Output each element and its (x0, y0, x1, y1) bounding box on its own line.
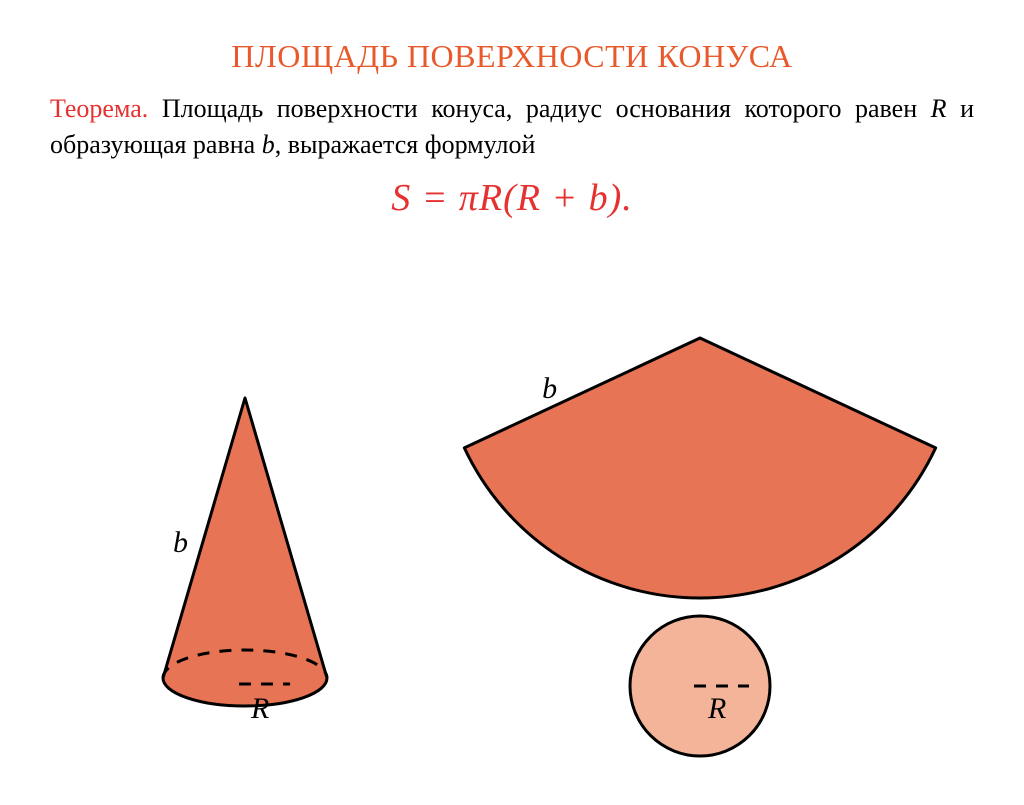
theorem-label: Теорема. (50, 94, 148, 123)
diagram-svg: b Rb R (0, 318, 1024, 798)
var-b: b (262, 130, 275, 159)
theorem-text: Теорема. Площадь поверхности конуса, рад… (50, 91, 974, 164)
svg-text:R: R (707, 692, 726, 725)
svg-text:R: R (250, 692, 269, 725)
var-R: R (931, 94, 947, 123)
theorem-part3: , выражается формулой (275, 130, 536, 159)
svg-text:b: b (173, 526, 188, 559)
page-title: ПЛОЩАДЬ ПОВЕРХНОСТИ КОНУСА (0, 38, 1024, 75)
theorem-part1: Площадь поверхности конуса, радиус основ… (148, 94, 930, 123)
svg-text:b: b (542, 372, 557, 405)
diagrams-container: b Rb R (0, 318, 1024, 798)
formula: S = πR(R + b). (0, 176, 1024, 220)
